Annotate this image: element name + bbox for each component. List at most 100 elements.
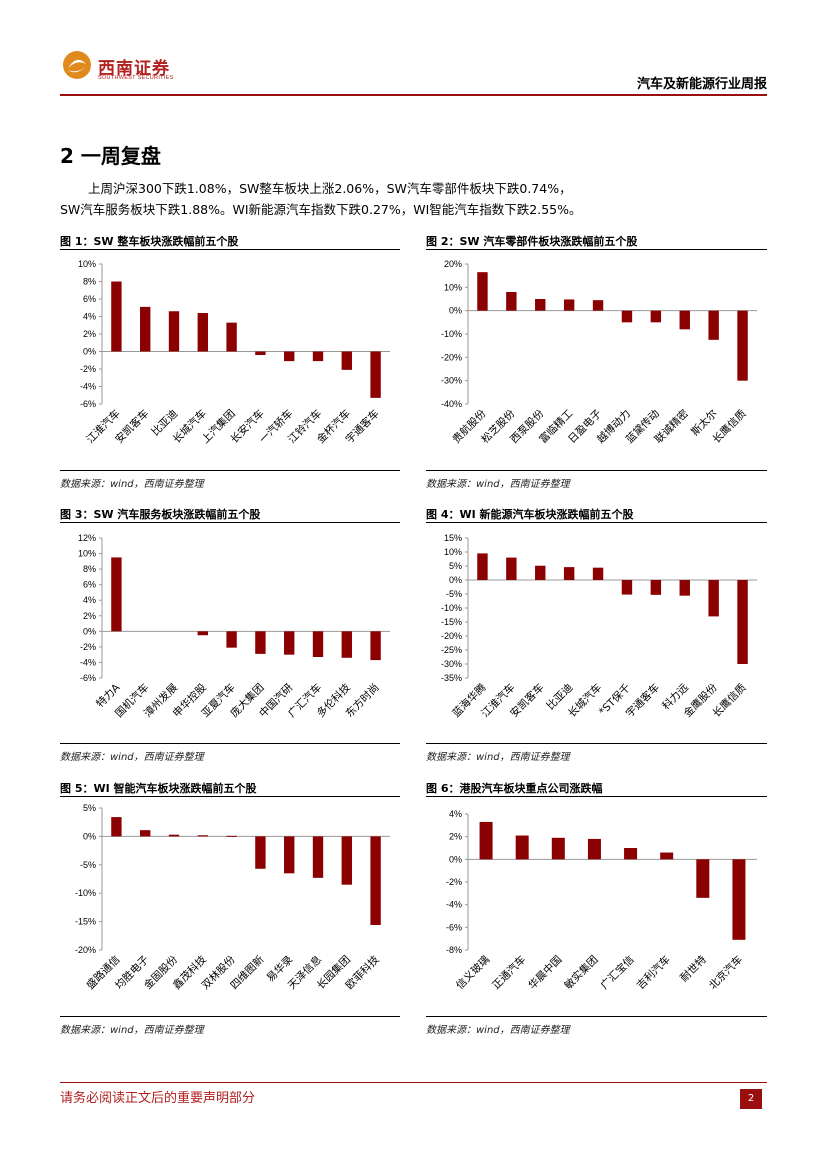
bar-多伦科技 — [341, 631, 352, 658]
y-tick-label: -4% — [446, 900, 462, 910]
bar-比亚迪 — [563, 567, 575, 580]
x-category-label: 正通汽车 — [489, 953, 528, 992]
figure-3-rule — [60, 522, 400, 523]
bar-均胜电子 — [140, 830, 151, 837]
y-tick-label: -15% — [441, 617, 462, 627]
bar-东方时尚 — [370, 631, 381, 661]
figure-5-chart: -20% -15% -10% -5% 0% 5% 盛路通信 均胜电子 金固股份 鑫茂科技 双林股份四… — [60, 800, 400, 1012]
figure-3-bottom-rule — [60, 743, 400, 744]
y-tick-label: 20% — [444, 259, 462, 269]
y-tick-label: -6% — [446, 922, 462, 932]
bar-鑫茂科技 — [197, 835, 208, 837]
y-tick-label: -15% — [75, 917, 96, 927]
figure-5-rule — [60, 796, 400, 797]
y-tick-label: -5% — [446, 589, 462, 599]
bar-日盈电子 — [592, 300, 604, 311]
figure-5-title: 图 5：WI 智能汽车板块涨跌幅前五个股 — [60, 782, 257, 795]
bar-四维图新 — [255, 836, 266, 869]
figure-6-chart: -8% -6% -4% -2% 0% 2% 4% 信义玻璃 正通汽车 华晨中国 敏实集团 广汇宝信 吉利… — [426, 806, 767, 1012]
bar-西泵股份 — [535, 299, 546, 311]
y-tick-label: 10% — [78, 549, 96, 559]
bar-信义玻璃 — [479, 821, 493, 860]
y-tick-label: -30% — [441, 659, 462, 669]
bar-敏实集团 — [587, 838, 601, 860]
y-tick-label: -10% — [441, 603, 462, 613]
figure-4-title: 图 4：WI 新能源汽车板块涨跌幅前五个股 — [426, 508, 634, 521]
bar-比亚迪 — [168, 311, 180, 352]
bar-北京汽车 — [732, 859, 746, 940]
bar-盛路通信 — [111, 817, 122, 837]
bar-金固股份 — [168, 834, 180, 837]
bar-富临精工 — [563, 299, 575, 311]
y-tick-label: -30% — [441, 376, 462, 386]
figure-4-chart: -35% -30% -25% -20% -15% -10% -5% 0% 5% 10% 15% 蓝海华… — [426, 530, 767, 740]
summary-paragraph-line1: 上周沪深300下跌1.08%，SW整车板块上涨2.06%，SW汽车零部件板块下跌… — [88, 181, 572, 196]
y-tick-label: -40% — [441, 399, 462, 409]
y-tick-label: 8% — [83, 564, 96, 574]
figure-2-rule — [426, 249, 767, 250]
figure-3-chart: -6% -4% -2% 0% 2% 4% 6% 8% 10% 12% 特力A 国机汽车 漳州发展 申华控股… — [60, 530, 400, 740]
y-tick-label: -10% — [441, 329, 462, 339]
figure-6-source: 数据来源：wind，西南证券整理 — [426, 1025, 570, 1036]
y-tick-label: 0% — [83, 347, 96, 357]
figure-2-source: 数据来源：wind，西南证券整理 — [426, 479, 570, 490]
y-tick-label: -25% — [441, 645, 462, 655]
bar-长安汽车 — [255, 351, 266, 355]
bar-江淮汽车 — [111, 281, 122, 352]
y-tick-label: -20% — [441, 352, 462, 362]
y-tick-label: -4% — [80, 657, 96, 667]
bar-贵航股份 — [477, 272, 488, 311]
y-tick-label: 0% — [449, 854, 462, 864]
y-tick-label: -6% — [80, 399, 96, 409]
bar-正通汽车 — [515, 835, 529, 860]
bar-斯太尔 — [708, 310, 719, 340]
y-tick-label: 2% — [449, 832, 462, 842]
bar-松芝股份 — [506, 292, 517, 311]
logo-subtext: SOUTHWEST SECURITIES — [98, 75, 174, 81]
figure-1-source: 数据来源：wind，西南证券整理 — [60, 479, 204, 490]
y-tick-label: 6% — [83, 580, 96, 590]
header-divider — [60, 94, 767, 96]
logo-text: 西南证券 — [98, 59, 170, 79]
y-tick-label: 5% — [83, 803, 96, 813]
bar-江铃汽车 — [312, 351, 324, 362]
figure-1-bottom-rule — [60, 470, 400, 471]
x-category-label: 北京汽车 — [706, 953, 745, 992]
figure-3-title: 图 3：SW 汽车服务板块涨跌幅前五个股 — [60, 508, 261, 521]
y-tick-label: 4% — [83, 595, 96, 605]
y-tick-label: 10% — [78, 259, 96, 269]
figure-6-rule — [426, 796, 767, 797]
bar-广汇宝信 — [624, 848, 638, 860]
bar-一汽轿车 — [284, 351, 295, 362]
bar-金鹰股份 — [708, 580, 719, 617]
bar-长鹰信质 — [737, 310, 748, 381]
y-tick-label: 4% — [449, 809, 462, 819]
footer-disclaimer: 请务必阅读正文后的重要声明部分 — [60, 1091, 256, 1106]
y-tick-label: 4% — [83, 312, 96, 322]
bar-安凯客车 — [140, 306, 151, 352]
bar-广汇汽车 — [312, 631, 324, 657]
y-tick-label: 8% — [83, 277, 96, 287]
y-tick-label: -35% — [441, 673, 462, 683]
bar-特力A — [111, 557, 122, 632]
bar-亚夏汽车 — [226, 631, 237, 648]
figure-3-source: 数据来源：wind，西南证券整理 — [60, 752, 204, 763]
bar-吉利汽车 — [660, 852, 674, 860]
figure-4-source: 数据来源：wind，西南证券整理 — [426, 752, 570, 763]
y-tick-label: 5% — [449, 561, 462, 571]
bar-双林股份 — [226, 835, 237, 837]
y-tick-label: 0% — [449, 306, 462, 316]
y-tick-label: 6% — [83, 294, 96, 304]
bar-中国汽研 — [284, 631, 295, 655]
logo-icon — [63, 51, 91, 79]
bar-易华录 — [284, 836, 295, 874]
y-tick-label: 10% — [444, 282, 462, 292]
bar-申华控股 — [197, 631, 208, 636]
bar-上汽集团 — [226, 322, 237, 352]
report-title: 汽车及新能源行业周报 — [636, 77, 767, 92]
y-tick-label: -8% — [446, 945, 462, 955]
y-tick-label: 12% — [78, 533, 96, 543]
bar-长城汽车 — [592, 567, 604, 580]
x-category-label: 华晨中国 — [526, 953, 565, 992]
figure-2-bottom-rule — [426, 470, 767, 471]
